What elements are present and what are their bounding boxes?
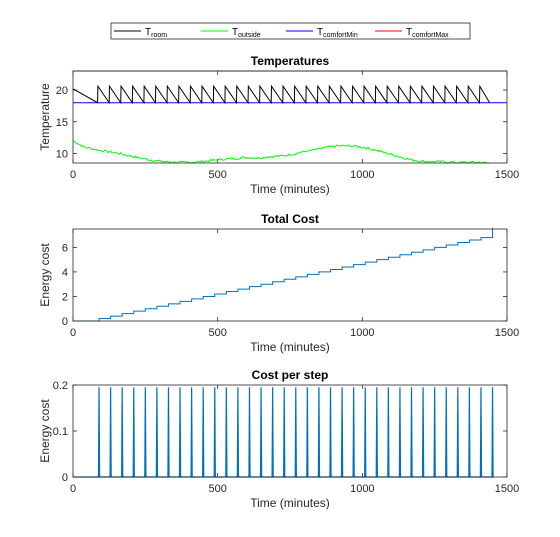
total-cost-plot: Total Cost Time (minutes) Energy cost 0 500 1…	[38, 212, 519, 354]
plot-area	[73, 385, 507, 477]
x-tick-label: 1000	[350, 483, 374, 495]
x-tick-label: 500	[208, 169, 226, 181]
y-tick-label: 6	[62, 242, 68, 254]
y-tick-label: 4	[62, 267, 68, 279]
y-axis-label: Energy cost	[38, 399, 52, 463]
x-tick-label: 1500	[495, 169, 519, 181]
y-tick-label: 0.2	[53, 380, 68, 392]
x-tick-label: 1000	[350, 327, 374, 339]
cost-per-step-plot: Cost per step Time (minutes) Energy cost 0 5…	[38, 368, 519, 510]
x-tick-label: 1000	[350, 169, 374, 181]
plot-frame	[72, 228, 508, 322]
plot-frame	[72, 384, 508, 478]
y-axis-label: Temperature	[38, 83, 52, 151]
legend-label-1: Toutside	[232, 27, 261, 39]
x-tick-label: 1500	[495, 483, 519, 495]
x-tick-label: 0	[70, 483, 76, 495]
plot-frame	[72, 70, 508, 164]
y-tick-label: 0	[62, 316, 68, 328]
chart-title: Temperatures	[251, 54, 330, 68]
legend-label-0: Troom	[145, 27, 167, 39]
y-tick-label: 15	[56, 117, 68, 129]
chart-title: Cost per step	[252, 368, 329, 382]
y-tick-label: 20	[56, 85, 68, 97]
series-cost-per-step	[73, 387, 494, 478]
y-tick-label: 2	[62, 291, 68, 303]
plot-area	[73, 229, 507, 321]
x-axis-label: Time (minutes)	[250, 340, 330, 354]
chart-title: Total Cost	[261, 212, 319, 226]
series-room	[72, 84, 491, 105]
y-tick-label: 0	[62, 472, 68, 484]
temperatures-plot: Temperatures Time (minutes) Temperature 0 50…	[38, 54, 519, 196]
x-tick-label: 500	[208, 483, 226, 495]
x-tick-label: 1500	[495, 327, 519, 339]
y-axis-label: Energy cost	[38, 243, 52, 307]
y-tick-label: 0.1	[53, 426, 68, 438]
x-tick-label: 500	[208, 327, 226, 339]
x-tick-label: 0	[70, 169, 76, 181]
x-axis-label: Time (minutes)	[250, 496, 330, 510]
series-outside	[72, 140, 490, 164]
x-tick-label: 0	[70, 327, 76, 339]
legend-label-2: TcomfortMin	[317, 27, 358, 39]
plot-area	[73, 71, 507, 163]
x-axis-label: Time (minutes)	[250, 182, 330, 196]
series-total-cost	[73, 227, 494, 322]
legend: Troom Toutside TcomfortMin TcomfortMax	[110, 22, 471, 40]
legend-label-3: TcomfortMax	[406, 27, 449, 39]
y-tick-label: 10	[56, 148, 68, 160]
